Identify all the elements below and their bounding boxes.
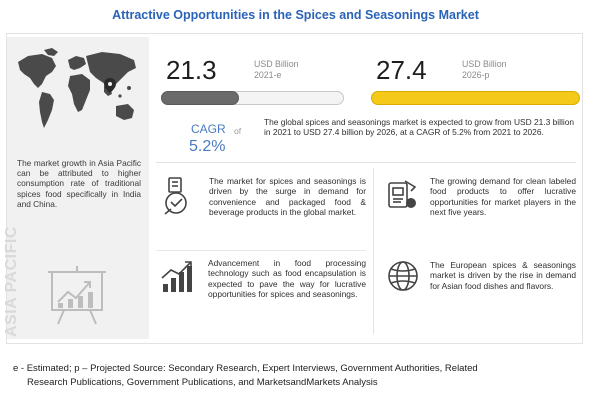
presentation-board-icon [48,266,106,325]
start-bar [161,91,239,105]
cagr-value: 5.2% [189,138,226,155]
market-growth-description: The global spices and seasonings market … [264,117,575,138]
start-year: 2021-e [254,70,282,80]
end-unit-block: USD Billion 2026-p [462,59,507,81]
page-title: Attractive Opportunities in the Spices a… [112,8,479,22]
end-value: 27.4 [376,55,427,85]
footer-note: e - Estimated; p – Projected Source: Sec… [13,362,583,390]
end-unit: USD Billion [462,59,507,69]
card-european-market: The European spices & seasonings market … [430,260,576,291]
start-unit-block: USD Billion 2021-e [254,59,299,81]
cagr-label: CAGR [191,122,226,136]
clean-label-icon [388,180,417,208]
card-food-processing: Advancement in food processing technolog… [208,258,366,299]
growth-chart-icon [161,261,192,292]
world-map-icon [18,48,136,128]
footer-line-2: Research Publications, Government Public… [27,377,378,388]
asia-pacific-description: The market growth in Asia Pacific can be… [17,158,141,209]
end-bar [371,91,580,105]
divider-vertical [373,168,374,334]
end-year: 2026-p [462,70,490,80]
divider-horizontal [156,162,576,163]
globe-icon [388,261,418,291]
divider-horizontal-2 [156,250,366,251]
card-convenience-food: The market for spices and seasonings is … [209,176,366,217]
footer-line-1: e - Estimated; p – Projected Source: Sec… [13,363,478,374]
processed-food-icon [164,177,187,215]
card-clean-label: The growing demand for clean labeled foo… [430,176,576,217]
cagr-of: of [234,126,242,136]
region-vertical-label: ASIA PACIFIC [3,226,20,337]
start-unit: USD Billion [254,59,299,69]
start-value: 21.3 [166,55,217,85]
